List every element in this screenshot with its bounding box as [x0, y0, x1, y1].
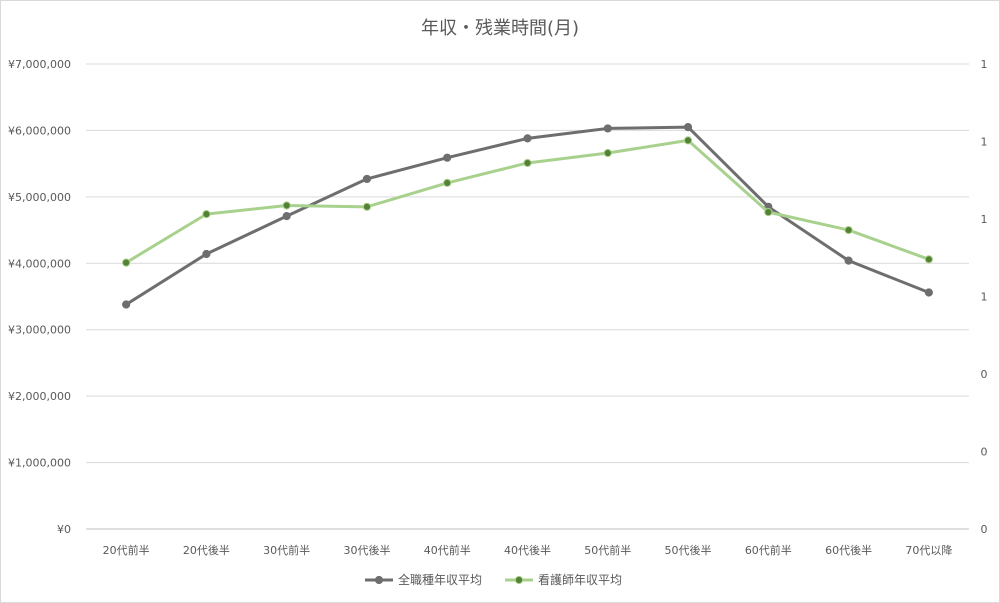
data-point	[924, 255, 933, 264]
data-point	[764, 208, 773, 217]
series-lines	[122, 123, 933, 309]
legend: 全職種年収平均 看護師年収平均	[365, 572, 622, 587]
legend-swatch-marker	[374, 575, 384, 585]
x-tick-label: 50代後半	[665, 543, 712, 557]
x-tick-label: 40代前半	[424, 543, 471, 557]
data-point	[603, 124, 612, 133]
y2-tick-label: 1	[981, 58, 988, 71]
chart-title: 年収・残業時間(月)	[421, 18, 579, 39]
x-tick-label: 60代前半	[745, 543, 792, 557]
y2-tick-label: 1	[981, 136, 988, 149]
x-tick-label: 30代前半	[263, 543, 310, 557]
gridlines	[86, 63, 969, 530]
series-1	[122, 123, 933, 309]
data-point	[683, 136, 693, 145]
y-tick-label: ¥6,000,000	[8, 124, 71, 137]
series-2	[122, 136, 933, 267]
data-point	[523, 158, 532, 168]
x-tick-label: 60代後半	[825, 543, 872, 557]
x-tick-label: 20代後半	[183, 543, 230, 557]
data-point	[844, 256, 853, 265]
data-point	[683, 123, 693, 132]
y-tick-label: ¥2,000,000	[8, 390, 71, 403]
data-point	[282, 201, 291, 210]
y-tick-label: ¥4,000,000	[8, 257, 71, 270]
y2-tick-label: 0	[981, 446, 988, 459]
data-point	[202, 249, 211, 259]
data-point	[362, 202, 372, 211]
data-point	[122, 300, 131, 309]
legend-entry: 看護師年収平均	[505, 572, 622, 587]
legend-swatch-marker	[514, 575, 524, 585]
x-tick-label: 30代後半	[343, 543, 390, 557]
y2-tick-label: 1	[981, 291, 988, 304]
series-line	[125, 125, 930, 306]
data-point	[282, 212, 291, 221]
series-line	[125, 138, 930, 264]
x-tick-label: 20代前半	[103, 543, 150, 557]
y2-tick-label: 0	[981, 368, 988, 381]
y2-tick-label: 0	[981, 523, 988, 536]
data-point	[523, 134, 532, 143]
legend-label: 看護師年収平均	[538, 572, 622, 587]
y-tick-label: ¥3,000,000	[8, 324, 71, 337]
data-point	[603, 148, 612, 158]
data-point	[362, 174, 372, 184]
data-point	[122, 258, 131, 267]
y-tick-label: ¥1,000,000	[8, 457, 71, 470]
y-axis-right: 0 0 0 1 1 1 1	[981, 58, 988, 536]
x-axis: 20代前半 20代後半 30代前半 30代後半 40代前半 40代後半 50代前半 50代後半…	[103, 543, 953, 557]
x-tick-label: 40代後半	[504, 543, 551, 557]
data-point	[443, 153, 452, 162]
legend-label: 全職種年収平均	[398, 572, 482, 587]
y-tick-label: ¥7,000,000	[8, 58, 71, 71]
data-point	[844, 225, 853, 235]
data-point	[924, 288, 933, 297]
y2-tick-label: 1	[981, 213, 988, 226]
data-point	[443, 178, 452, 188]
y-tick-label: ¥0	[57, 523, 71, 536]
y-axis-left: ¥0 ¥1,000,000 ¥2,000,000 ¥3,000,000 ¥4,000,0…	[8, 58, 71, 536]
data-point	[202, 210, 211, 219]
legend-entry: 全職種年収平均	[365, 572, 482, 587]
x-tick-label: 70代以降	[905, 543, 952, 557]
y-tick-label: ¥5,000,000	[8, 191, 71, 204]
x-tick-label: 50代前半	[584, 543, 631, 557]
